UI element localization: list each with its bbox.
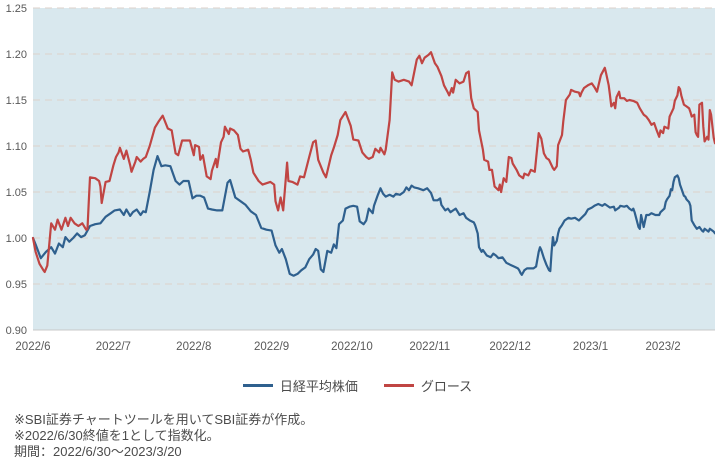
x-tick-label: 2022/11 <box>409 341 450 353</box>
x-tick-label: 2023/2 <box>646 341 681 353</box>
x-tick-label: 2022/12 <box>489 341 531 353</box>
x-tick-label: 2022/7 <box>96 341 131 353</box>
x-tick-label: 2022/10 <box>331 341 373 353</box>
y-tick-label: 0.95 <box>6 279 27 291</box>
legend-swatch-1 <box>383 384 414 387</box>
y-tick-label: 1.05 <box>6 187 27 199</box>
x-tick-label: 2022/6 <box>15 341 50 353</box>
series-line-0 <box>31 155 715 277</box>
legend-label-0: 日経平均株価 <box>279 379 358 394</box>
footnote-indexing: ※2022/6/30終値を1として指数化。 <box>14 428 220 443</box>
y-tick-label: 1.15 <box>6 95 27 107</box>
y-tick-label: 1.20 <box>6 49 27 61</box>
x-tick-label: 2022/9 <box>254 341 289 353</box>
footnote-period: 期間：2022/6/30～2023/3/20 <box>14 444 182 459</box>
series-line-1 <box>31 51 715 274</box>
y-tick-label: 1.10 <box>6 141 27 153</box>
price-index-chart: 1.25 1.20 1.15 1.10 1.05 1.00 0.95 0.90 2022/6 20… <box>6 3 715 353</box>
legend-swatch-0 <box>242 384 273 387</box>
plot-area <box>33 8 715 330</box>
chart-legend: 日経平均株価 グロース <box>0 376 715 395</box>
x-tick-label: 2022/8 <box>176 341 211 353</box>
legend-label-1: グロース <box>420 379 473 394</box>
chart-footnotes: ※SBI証券チャートツールを用いてSBI証券が作成。 ※2022/6/30終値を… <box>14 412 313 460</box>
y-tick-label: 1.25 <box>6 3 27 15</box>
y-tick-label: 1.00 <box>6 233 27 245</box>
legend-item-1: グロース <box>383 376 473 395</box>
x-tick-label: 2023/1 <box>573 341 608 353</box>
y-tick-label: 0.90 <box>6 325 27 337</box>
legend-item-0: 日経平均株価 <box>242 376 358 395</box>
footnote-source: ※SBI証券チャートツールを用いてSBI証券が作成。 <box>14 412 314 427</box>
